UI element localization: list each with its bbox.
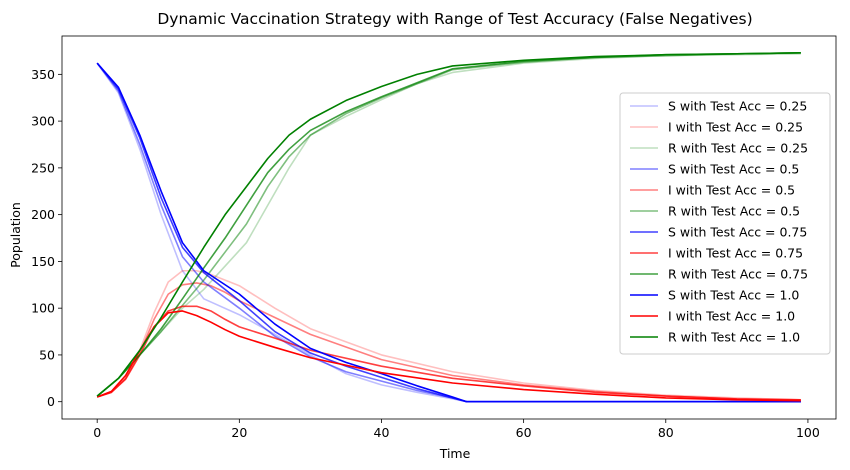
y-tick-label-2: 100: [31, 301, 55, 316]
legend-entry-4: I with Test Acc = 0.5: [668, 183, 795, 198]
series-line-7: [96, 62, 801, 403]
legend-entry-5: R with Test Acc = 0.5: [668, 204, 800, 219]
x-tick-label-4: 80: [658, 425, 674, 440]
x-tick-label-5: 100: [796, 425, 820, 440]
x-axis-label: Time: [439, 446, 471, 461]
y-tick-label-1: 50: [39, 347, 55, 362]
series-line-8: [96, 52, 801, 397]
axes: 0 20 40 60 80 100 0 50 100 150 200 250 300 350: [31, 35, 837, 440]
chart-title: Dynamic Vaccination Strategy with Range …: [157, 10, 752, 28]
legend-entry-0: S with Test Acc = 0.25: [668, 99, 807, 114]
plot-area: [96, 52, 801, 403]
legend-entry-11: R with Test Acc = 1.0: [668, 330, 800, 345]
series-line-6: [96, 305, 801, 401]
y-tick-label-7: 350: [31, 67, 55, 82]
legend-entry-7: I with Test Acc = 0.75: [668, 246, 803, 261]
legend-entry-8: R with Test Acc = 0.75: [668, 267, 808, 282]
y-tick-label-4: 200: [31, 207, 55, 222]
axes-frame: [61, 35, 837, 420]
legend-entry-3: S with Test Acc = 0.5: [668, 162, 799, 177]
y-tick-label-5: 250: [31, 160, 55, 175]
series-line-9: [96, 62, 801, 403]
series-line-11: [96, 52, 801, 397]
legend-entry-1: I with Test Acc = 0.25: [668, 120, 803, 135]
legend-box: [619, 92, 831, 355]
series-line-0: [96, 62, 801, 403]
legend-entry-9: S with Test Acc = 1.0: [668, 288, 799, 303]
x-tick-label-2: 40: [374, 425, 390, 440]
legend-entry-6: S with Test Acc = 0.75: [668, 225, 807, 240]
y-tick-label-0: 0: [47, 394, 55, 409]
legend-entry-2: R with Test Acc = 0.25: [668, 141, 808, 156]
x-tick-label-0: 0: [93, 425, 101, 440]
x-tick-label-1: 20: [231, 425, 247, 440]
legend-entry-10: I with Test Acc = 1.0: [668, 309, 795, 324]
y-tick-label-3: 150: [31, 254, 55, 269]
series-line-1: [96, 269, 801, 401]
y-axis-label: Population: [8, 202, 23, 268]
legend: S with Test Acc = 0.25 I with Test Acc = …: [619, 92, 831, 355]
y-tick-label-6: 300: [31, 114, 55, 129]
x-tick-label-3: 60: [516, 425, 532, 440]
